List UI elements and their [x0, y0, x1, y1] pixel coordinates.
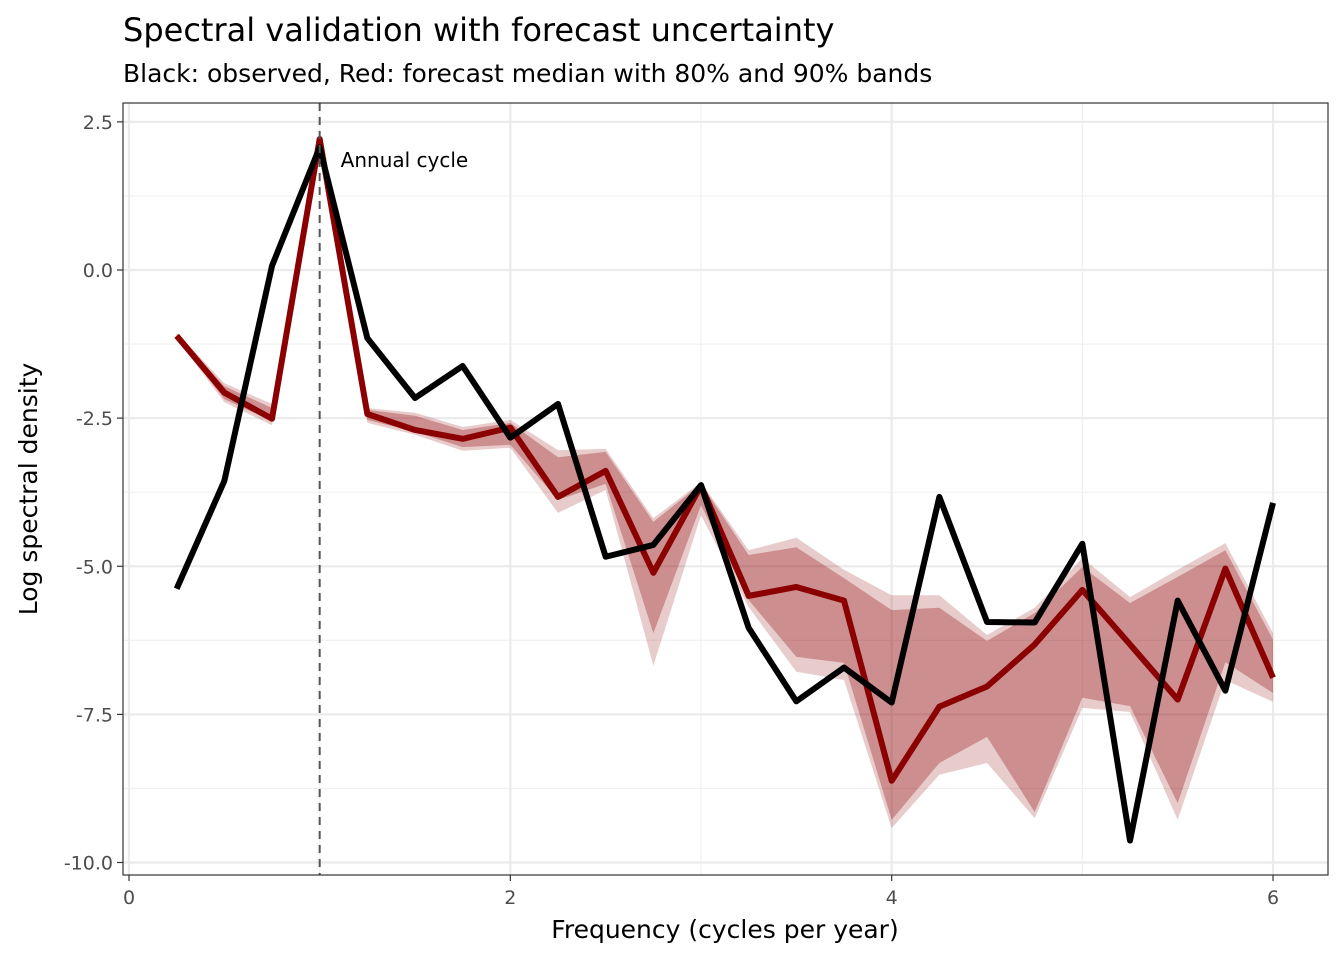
annual-cycle-label: Annual cycle: [341, 148, 469, 172]
x-tick-label: 2: [504, 887, 516, 909]
y-tick-label: -7.5: [76, 704, 113, 726]
y-tick-label: -2.5: [76, 408, 113, 430]
y-tick-label: 0.0: [83, 260, 113, 282]
band-80: [176, 137, 1274, 820]
x-tick-label: 4: [886, 887, 898, 909]
band-90: [176, 134, 1274, 829]
x-tick-label: 6: [1267, 887, 1279, 909]
axes: 2.5 0.0 -2.5 -5.0 -7.5 -10.0 0 2 4 6: [64, 112, 1279, 909]
lines: [173, 136, 1276, 844]
observed-line: [173, 144, 1276, 844]
x-axis-title: Frequency (cycles per year): [551, 915, 898, 944]
y-axis-title: Log spectral density: [14, 363, 43, 616]
y-tick-label: 2.5: [83, 112, 113, 134]
chart-title: Spectral validation with forecast uncert…: [123, 11, 834, 49]
y-tick-label: -10.0: [64, 853, 113, 875]
chart-subtitle: Black: observed, Red: forecast median wi…: [123, 59, 932, 88]
plot-panel-border: [122, 102, 1329, 876]
y-tick-label: -5.0: [76, 556, 113, 578]
x-tick-label: 0: [123, 887, 135, 909]
bands: [176, 134, 1274, 829]
